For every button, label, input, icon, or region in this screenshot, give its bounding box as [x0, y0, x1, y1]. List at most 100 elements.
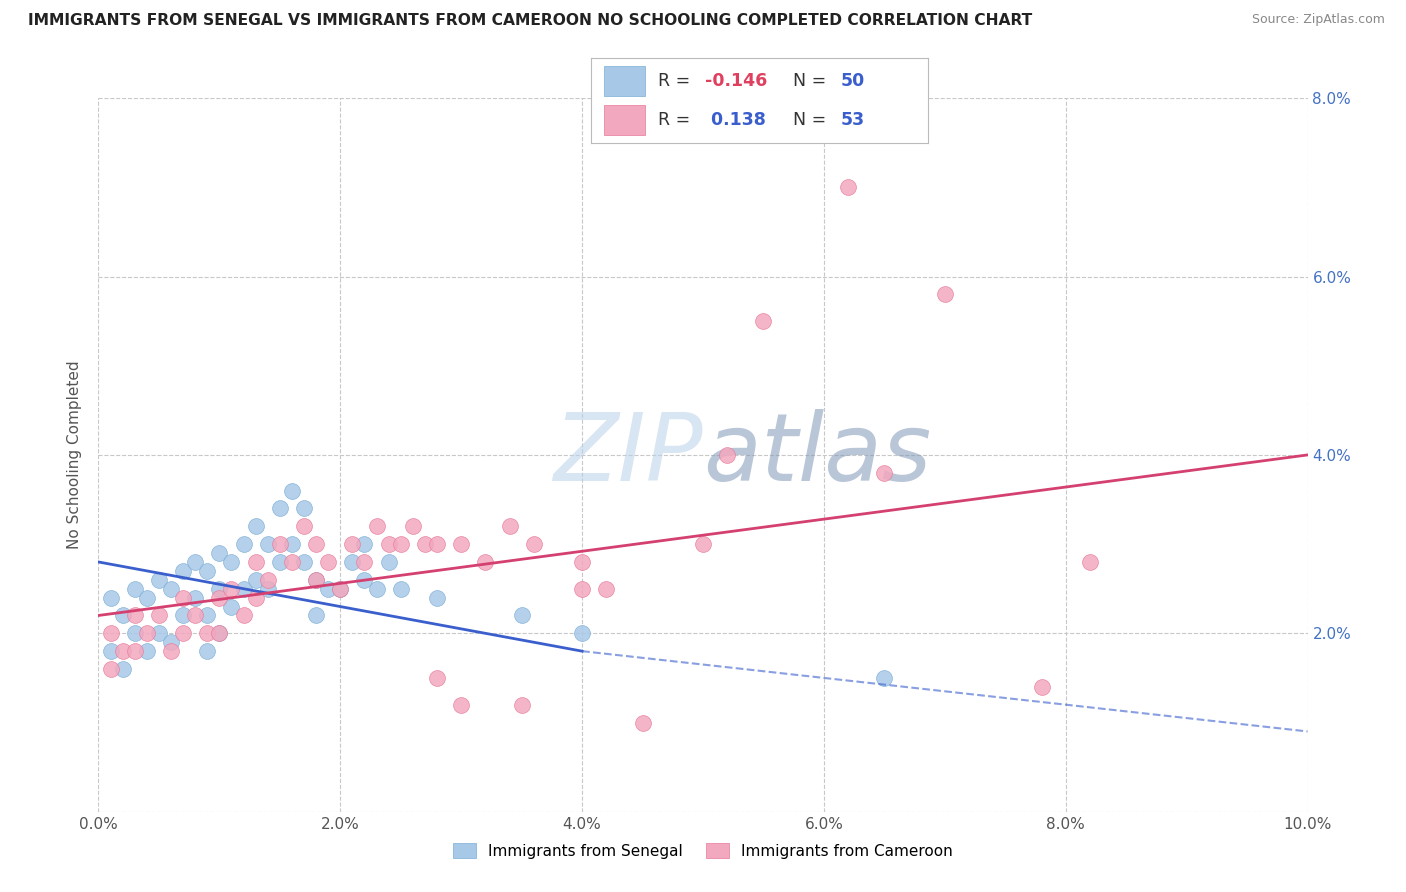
Point	[292, 501, 315, 516]
Point	[353, 555, 375, 569]
Text: atlas: atlas	[703, 409, 931, 500]
Point	[124, 582, 146, 596]
Point	[124, 626, 146, 640]
Point	[342, 537, 364, 551]
Point	[571, 582, 593, 596]
Point	[716, 448, 738, 462]
Point	[221, 582, 243, 596]
Text: N =: N =	[793, 72, 832, 90]
Point	[292, 555, 315, 569]
Point	[450, 698, 472, 712]
Point	[316, 555, 339, 569]
Text: ZIP: ZIP	[554, 409, 703, 500]
Point	[281, 483, 304, 498]
Point	[172, 608, 194, 623]
Point	[256, 582, 278, 596]
Point	[934, 287, 956, 301]
Point	[281, 555, 304, 569]
Point	[111, 608, 134, 623]
Text: R =: R =	[658, 111, 696, 128]
Point	[221, 555, 243, 569]
Point	[208, 626, 231, 640]
Point	[692, 537, 714, 551]
Point	[245, 555, 267, 569]
Point	[837, 180, 859, 194]
Point	[292, 519, 315, 533]
Point	[413, 537, 436, 551]
Point	[510, 698, 533, 712]
Point	[208, 582, 231, 596]
Point	[389, 582, 412, 596]
Point	[195, 564, 218, 578]
Point	[195, 644, 218, 658]
Point	[195, 608, 218, 623]
Text: -0.146: -0.146	[706, 72, 768, 90]
Point	[1078, 555, 1101, 569]
Point	[426, 591, 449, 605]
Point	[595, 582, 617, 596]
Point	[752, 314, 775, 328]
Point	[232, 537, 254, 551]
Point	[100, 662, 122, 676]
Text: 50: 50	[841, 72, 865, 90]
Point	[135, 626, 157, 640]
Point	[184, 608, 207, 623]
Point	[100, 644, 122, 658]
FancyBboxPatch shape	[605, 104, 644, 135]
Point	[245, 573, 267, 587]
Point	[111, 644, 134, 658]
Point	[305, 573, 328, 587]
Point	[281, 537, 304, 551]
Text: N =: N =	[793, 111, 832, 128]
Point	[124, 644, 146, 658]
Point	[208, 546, 231, 560]
Point	[232, 582, 254, 596]
Point	[208, 591, 231, 605]
Text: 0.138: 0.138	[706, 111, 766, 128]
Point	[377, 555, 399, 569]
Point	[184, 555, 207, 569]
Point	[160, 644, 183, 658]
Point	[172, 626, 194, 640]
Point	[450, 537, 472, 551]
Point	[366, 519, 388, 533]
Point	[269, 501, 291, 516]
Point	[329, 582, 352, 596]
Point	[305, 573, 328, 587]
Point	[342, 555, 364, 569]
Point	[389, 537, 412, 551]
Point	[245, 591, 267, 605]
Y-axis label: No Schooling Completed: No Schooling Completed	[67, 360, 83, 549]
Point	[195, 626, 218, 640]
Point	[571, 555, 593, 569]
Point	[100, 626, 122, 640]
Point	[269, 537, 291, 551]
Text: IMMIGRANTS FROM SENEGAL VS IMMIGRANTS FROM CAMEROON NO SCHOOLING COMPLETED CORRE: IMMIGRANTS FROM SENEGAL VS IMMIGRANTS FR…	[28, 13, 1032, 29]
Point	[245, 519, 267, 533]
Point	[426, 671, 449, 685]
Text: R =: R =	[658, 72, 696, 90]
Point	[256, 537, 278, 551]
Point	[498, 519, 520, 533]
Point	[353, 537, 375, 551]
Point	[873, 671, 896, 685]
Text: Source: ZipAtlas.com: Source: ZipAtlas.com	[1251, 13, 1385, 27]
FancyBboxPatch shape	[605, 66, 644, 96]
Point	[523, 537, 546, 551]
Point	[873, 466, 896, 480]
Point	[135, 591, 157, 605]
Point	[124, 608, 146, 623]
Point	[1031, 680, 1053, 694]
Point	[172, 591, 194, 605]
Point	[232, 608, 254, 623]
Point	[631, 715, 654, 730]
Point	[172, 564, 194, 578]
Point	[474, 555, 496, 569]
Point	[148, 573, 170, 587]
Point	[426, 537, 449, 551]
Point	[160, 582, 183, 596]
Legend: Immigrants from Senegal, Immigrants from Cameroon: Immigrants from Senegal, Immigrants from…	[447, 837, 959, 864]
Point	[256, 573, 278, 587]
Point	[316, 582, 339, 596]
Point	[100, 591, 122, 605]
